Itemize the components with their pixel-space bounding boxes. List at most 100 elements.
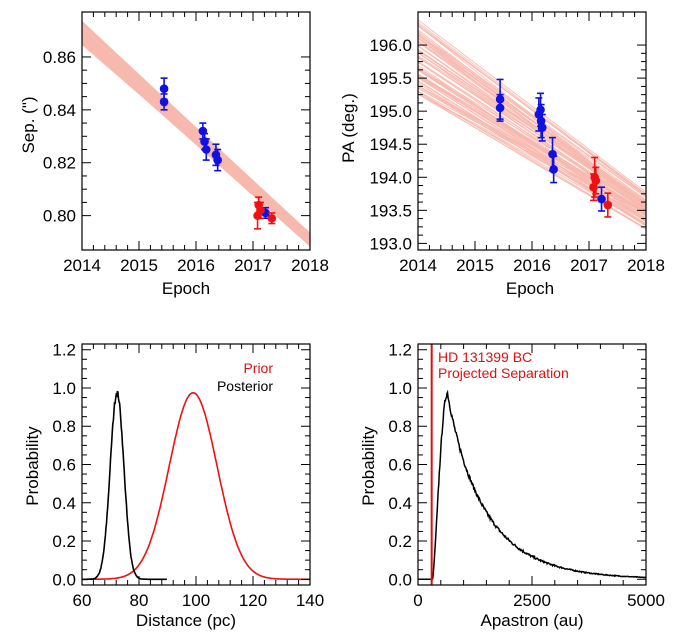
x-tick-label: 5000 <box>627 591 665 610</box>
position-angle-data-points <box>495 78 613 218</box>
y-tick-labels: 0.0 0.2 0.4 0.6 0.8 1.0 1.2 <box>388 341 412 590</box>
y-tick-label: 0.84 <box>43 101 76 120</box>
y-tick-label: 0.6 <box>52 456 76 475</box>
x-tick-labels: 0 2500 5000 <box>413 591 665 610</box>
marker <box>253 211 262 220</box>
y-tick-label: 194.0 <box>369 168 412 187</box>
orbit-fit-line <box>418 45 646 206</box>
marker <box>549 165 558 174</box>
orbit-fit-line <box>418 51 646 216</box>
x-tick-label: 2015 <box>120 256 158 275</box>
x-tick-label: 2018 <box>627 256 665 275</box>
x-axis-label: Epoch <box>162 279 210 298</box>
y-tick-labels: 0.80 0.82 0.84 0.86 <box>43 48 76 226</box>
apastron-curve-line <box>418 389 646 581</box>
marker <box>589 182 598 192</box>
orbit-fit-line <box>418 56 646 210</box>
red-data-point <box>267 212 277 225</box>
marker <box>603 200 613 210</box>
y-tick-label: 0.0 <box>388 570 412 589</box>
red-data-point <box>589 173 598 202</box>
y-tick-label: 193.5 <box>369 201 412 220</box>
marker <box>213 155 222 165</box>
y-tick-label: 0.4 <box>388 494 412 513</box>
y-tick-label: 0.6 <box>388 456 412 475</box>
x-tick-label: 2018 <box>291 256 329 275</box>
y-tick-label: 0.8 <box>52 417 76 436</box>
y-tick-label: 1.2 <box>52 341 76 360</box>
y-tick-labels: 193.0 193.5 194.0 194.5 195.0 195.5 196.0 <box>369 36 412 253</box>
orbit-fit-line <box>418 69 646 219</box>
orbit-fit-lines <box>82 20 310 247</box>
legend-prior: Prior <box>243 360 273 376</box>
y-axis-label: Sep. (") <box>19 96 38 153</box>
orbit-fit-line <box>418 19 646 193</box>
x-tick-labels: 2014 2015 2016 2017 2018 <box>399 256 665 275</box>
marker <box>201 145 211 154</box>
red-data-point <box>603 192 613 218</box>
marker <box>597 194 606 204</box>
orbit-fit-line <box>418 60 646 211</box>
y-tick-label: 0.80 <box>43 207 76 226</box>
orbit-fit-line <box>82 23 310 241</box>
marker <box>495 103 505 113</box>
blue-data-point <box>537 113 547 142</box>
y-tick-label: 195.5 <box>369 69 412 88</box>
orbit-fit-line <box>418 33 646 201</box>
x-tick-label: 0 <box>413 591 422 610</box>
distance-curves <box>82 390 310 581</box>
y-tick-label: 0.0 <box>52 570 76 589</box>
orbit-fit-line <box>418 39 646 208</box>
marker <box>159 97 169 107</box>
orbit-fit-line <box>82 33 310 242</box>
blue-data-point <box>201 138 211 161</box>
orbit-fit-line <box>82 37 310 244</box>
annotation-line2: Projected Separation <box>438 365 569 381</box>
orbit-fit-line <box>418 79 646 226</box>
x-tick-label: 2015 <box>456 256 494 275</box>
orbit-fit-line <box>82 41 310 242</box>
y-axis-label: Probability <box>359 426 378 506</box>
plot-frame <box>81 343 311 586</box>
y-tick-label: 0.82 <box>43 154 76 173</box>
blue-data-point <box>159 93 169 111</box>
y-tick-label: 194.5 <box>369 135 412 154</box>
x-tick-labels: 60 80 100 120 140 <box>73 591 325 610</box>
marker <box>267 213 277 223</box>
marker <box>537 123 547 132</box>
axis-ticks <box>417 12 647 250</box>
x-tick-label: 120 <box>239 591 267 610</box>
y-tick-label: 196.0 <box>369 36 412 55</box>
y-tick-label: 0.4 <box>52 494 76 513</box>
apastron-curve <box>418 344 646 585</box>
y-tick-label: 1.0 <box>388 379 412 398</box>
red-data-point <box>253 201 262 230</box>
orbit-fit-lines <box>418 19 646 230</box>
y-tick-labels: 0.0 0.2 0.4 0.6 0.8 1.0 1.2 <box>52 341 76 590</box>
orbit-fit-line <box>418 51 646 209</box>
orbit-fit-line <box>82 32 310 238</box>
y-tick-label: 0.2 <box>52 532 76 551</box>
x-axis-label: Epoch <box>506 279 554 298</box>
marker <box>536 116 546 126</box>
orbit-fit-line <box>418 49 646 203</box>
separation-panel: 2014 2015 2016 2017 2018 0.80 0.82 0.84 0.86 Ep… <box>19 11 329 298</box>
x-tick-label: 2017 <box>234 256 272 275</box>
marker <box>548 149 557 159</box>
x-tick-labels: 2014 2015 2016 2017 2018 <box>63 256 329 275</box>
x-tick-label: 140 <box>296 591 324 610</box>
position-angle-panel: 2014 2015 2016 2017 2018 193.0 193.5 194.0 194.… <box>339 11 665 298</box>
y-tick-label: 195.0 <box>369 102 412 121</box>
blue-data-point <box>213 148 222 172</box>
blue-data-point <box>549 155 558 184</box>
x-tick-label: 2017 <box>570 256 608 275</box>
blue-data-point <box>597 186 606 212</box>
orbit-fit-line <box>418 93 646 230</box>
posterior-curve <box>82 390 167 581</box>
orbit-fit-line <box>418 73 646 223</box>
y-tick-label: 0.8 <box>388 417 412 436</box>
blue-data-point <box>495 93 505 122</box>
y-tick-label: 1.2 <box>388 341 412 360</box>
marker <box>159 84 169 93</box>
x-tick-label: 2016 <box>513 256 551 275</box>
